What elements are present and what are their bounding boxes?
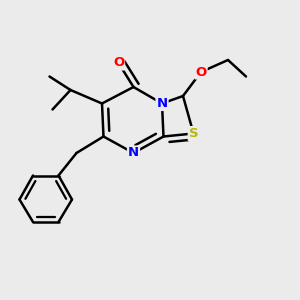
Text: S: S: [189, 127, 198, 140]
Text: O: O: [113, 56, 124, 70]
Text: N: N: [128, 146, 139, 160]
Text: O: O: [195, 65, 207, 79]
Text: N: N: [156, 97, 168, 110]
